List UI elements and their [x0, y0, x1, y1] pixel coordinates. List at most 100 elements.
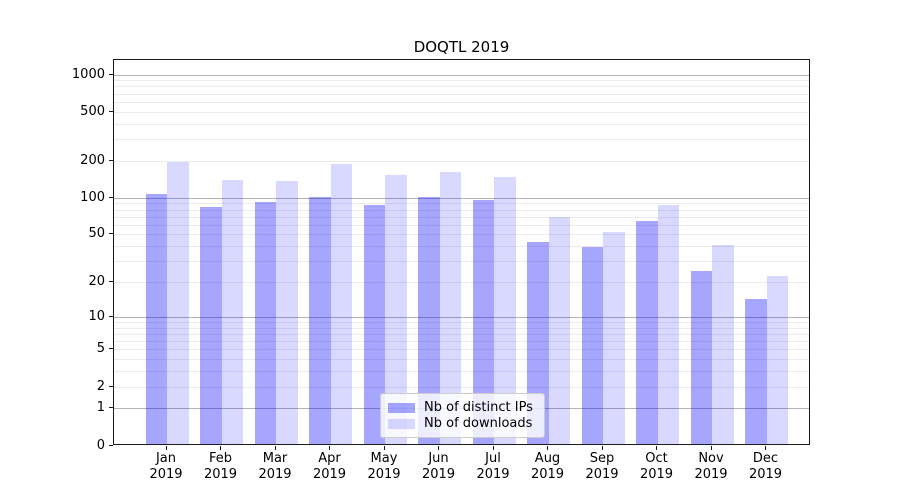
y-tick-10	[109, 315, 113, 317]
x-tick-apr	[329, 446, 330, 450]
x-tick-aug	[547, 446, 548, 450]
bar-aug-downloads	[548, 217, 570, 444]
y-tick-label-500: 500	[80, 103, 105, 119]
x-tick-mar	[274, 446, 276, 450]
gridline-600	[114, 101, 809, 103]
y-tick-20	[109, 281, 113, 282]
x-tick-label-jun: Jun 2019	[421, 451, 456, 482]
x-tick-label-oct: Oct 2019	[639, 451, 674, 482]
bar-sep-downloads	[603, 231, 625, 444]
gridline-6	[114, 341, 809, 342]
y-tick-label-10: 10	[88, 308, 105, 324]
y-tick-label-100: 100	[80, 189, 105, 205]
gridline-10	[114, 316, 809, 318]
gridline-4	[114, 359, 809, 361]
x-tick-label-apr: Apr 2019	[312, 451, 347, 482]
bar-mar-downloads	[276, 180, 298, 444]
bar-jun-distinct-ips	[418, 197, 440, 444]
y-tick-500	[109, 110, 113, 112]
y-tick-label-50: 50	[88, 226, 105, 242]
gridline-20	[114, 282, 809, 283]
x-tick-label-aug: Aug 2019	[530, 451, 565, 482]
x-tick-label-may: May 2019	[367, 451, 401, 482]
bar-feb-distinct-ips	[200, 207, 222, 444]
x-tick-label-jul: Jul 2019	[476, 451, 510, 482]
gridline-3	[114, 371, 809, 373]
x-tick-label-nov: Nov 2019	[694, 451, 728, 482]
plot-area: Nb of distinct IPs Nb of downloads	[113, 59, 810, 445]
gridline-80	[114, 209, 809, 211]
gridline-700	[114, 93, 809, 95]
y-tick-label-1: 1	[96, 400, 105, 416]
x-tick-jan	[165, 446, 167, 450]
y-tick-200	[109, 159, 113, 161]
bar-jan-downloads	[167, 162, 189, 444]
x-tick-feb	[220, 446, 221, 450]
y-tick-label-200: 200	[80, 152, 105, 168]
bar-nov-distinct-ips	[690, 271, 712, 444]
y-tick-1000	[109, 73, 113, 75]
x-tick-label-sep: Sep 2019	[585, 451, 619, 482]
y-tick-label-20: 20	[88, 274, 105, 289]
x-tick-sep	[601, 446, 603, 450]
x-tick-nov	[710, 446, 712, 450]
x-tick-oct	[656, 446, 657, 450]
x-tick-label-feb: Feb 2019	[203, 451, 238, 482]
y-tick-label-2: 2	[96, 378, 105, 394]
gridline-50	[114, 234, 809, 236]
legend: Nb of distinct IPs Nb of downloads	[380, 393, 545, 438]
bar-oct-distinct-ips	[636, 220, 658, 444]
x-tick-label-mar: Mar 2019	[258, 451, 292, 482]
gridline-9	[114, 321, 809, 323]
legend-entry-distinct-ips: Nb of distinct IPs	[388, 400, 536, 415]
y-tick-50	[109, 233, 113, 235]
bar-may-distinct-ips	[363, 205, 385, 444]
gridline-90	[114, 203, 809, 205]
gridline-7	[114, 333, 809, 335]
y-tick-label-5: 5	[96, 341, 105, 357]
bar-dec-downloads	[766, 275, 788, 444]
x-tick-may	[383, 446, 385, 450]
gridline-40	[114, 246, 809, 248]
bar-sep-distinct-ips	[581, 247, 603, 444]
bar-apr-distinct-ips	[309, 197, 331, 444]
x-tick-label-jan: Jan 2019	[149, 451, 183, 482]
y-tick-5	[109, 348, 113, 350]
y-tick-2	[109, 385, 113, 387]
y-tick-1	[109, 407, 113, 409]
bar-jun-downloads	[439, 172, 461, 444]
legend-swatch-downloads	[388, 418, 415, 429]
bar-feb-downloads	[221, 180, 243, 444]
x-tick-dec	[765, 446, 766, 450]
y-tick-100	[109, 196, 113, 198]
bar-jan-distinct-ips	[145, 193, 167, 444]
bar-mar-distinct-ips	[254, 201, 276, 444]
gridline-800	[114, 86, 809, 88]
legend-label-downloads: Nb of downloads	[424, 416, 533, 431]
gridline-500	[114, 111, 809, 113]
gridline-200	[114, 160, 809, 162]
legend-label-distinct-ips: Nb of distinct IPs	[424, 400, 533, 415]
bar-oct-downloads	[657, 204, 679, 444]
bar-jul-distinct-ips	[472, 200, 494, 444]
gridline-70	[114, 216, 809, 218]
x-tick-label-dec: Dec 2019	[748, 451, 783, 482]
bar-may-downloads	[385, 174, 407, 444]
gridline-8	[114, 327, 809, 329]
x-tick-jul	[492, 446, 494, 450]
gridline-1000	[114, 74, 809, 76]
bar-apr-downloads	[330, 164, 352, 444]
y-tick-label-1000: 1000	[71, 66, 105, 82]
gridline-300	[114, 139, 809, 141]
gridline-100	[114, 197, 809, 199]
gridline-30	[114, 261, 809, 263]
chart-title: DOQTL 2019	[413, 38, 510, 56]
y-tick-0	[109, 444, 113, 446]
gridline-5	[114, 349, 809, 351]
legend-entry-downloads: Nb of downloads	[388, 416, 536, 431]
gridline-60	[114, 224, 809, 226]
bar-jul-downloads	[494, 177, 516, 444]
x-tick-jun	[438, 446, 439, 450]
gridline-400	[114, 123, 809, 125]
